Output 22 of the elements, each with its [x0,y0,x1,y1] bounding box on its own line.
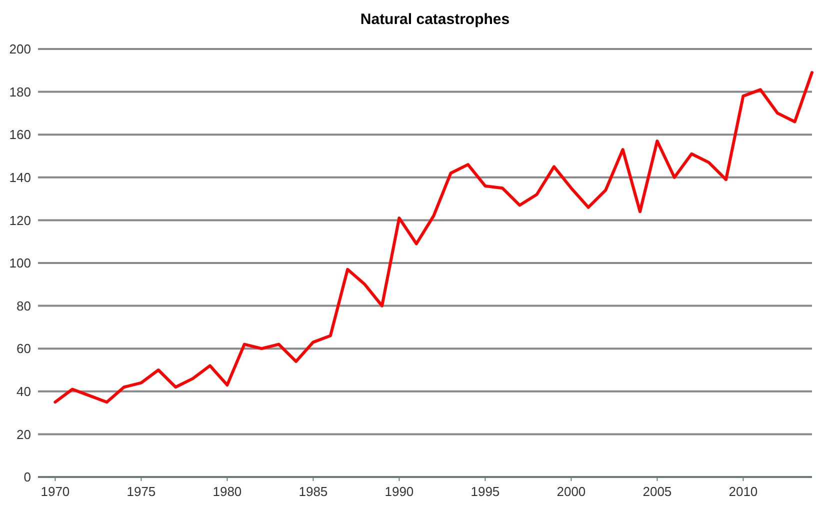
y-tick-label: 0 [24,470,31,485]
x-tick-label: 2000 [556,484,586,499]
y-tick-label: 140 [9,170,31,185]
y-tick-label: 120 [9,212,31,228]
y-tick-label: 180 [9,84,31,100]
x-tick-label: 2005 [642,484,672,499]
y-tick-label: 20 [16,426,31,442]
y-tick-label: 200 [9,42,31,57]
x-tick-label: 2010 [728,484,758,499]
line-series [54,71,814,404]
y-tick-label: 60 [16,341,31,356]
x-tick-label: 1975 [126,484,156,499]
y-tick-label: 40 [16,384,31,399]
x-tick-label: 1995 [470,484,500,499]
x-tick-label: 1990 [384,484,414,499]
y-tick-label: 80 [16,298,31,314]
x-tick-label: 1970 [40,484,70,499]
x-tick-label: 1980 [212,484,242,499]
x-tick-label: 1985 [298,484,328,499]
y-tick-label: 160 [9,127,31,142]
y-tick-label: 100 [9,256,31,271]
chart-title: Natural catastrophes [360,11,510,28]
